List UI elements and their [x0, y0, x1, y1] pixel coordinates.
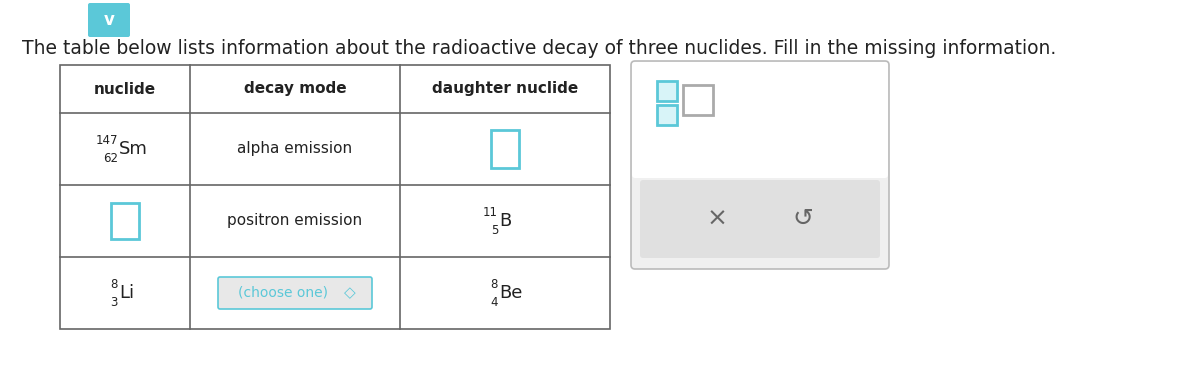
Text: B: B — [499, 212, 511, 230]
Bar — [658, 105, 677, 125]
Bar — [60, 65, 610, 329]
Text: 4: 4 — [491, 296, 498, 309]
Text: alpha emission: alpha emission — [238, 141, 353, 157]
Bar — [658, 81, 677, 101]
Text: Li: Li — [119, 284, 134, 302]
Text: daughter nuclide: daughter nuclide — [432, 81, 578, 97]
Bar — [683, 85, 713, 115]
Text: decay mode: decay mode — [244, 81, 347, 97]
FancyBboxPatch shape — [218, 277, 372, 309]
Text: 11: 11 — [482, 206, 498, 219]
Text: nuclide: nuclide — [94, 81, 156, 97]
Text: ◇: ◇ — [344, 285, 356, 301]
Text: 3: 3 — [110, 296, 118, 309]
Text: 8: 8 — [491, 277, 498, 290]
FancyBboxPatch shape — [88, 3, 130, 37]
Text: Sm: Sm — [119, 140, 148, 158]
Text: ×: × — [707, 207, 728, 231]
Text: 62: 62 — [103, 152, 118, 165]
Text: v: v — [103, 11, 114, 29]
Bar — [491, 130, 520, 168]
Text: 147: 147 — [96, 133, 118, 147]
Bar — [112, 203, 139, 239]
FancyBboxPatch shape — [640, 180, 880, 258]
Text: 5: 5 — [491, 223, 498, 236]
Text: (choose one): (choose one) — [238, 286, 328, 300]
Text: Be: Be — [499, 284, 522, 302]
Text: 8: 8 — [110, 277, 118, 290]
FancyBboxPatch shape — [631, 61, 889, 269]
FancyBboxPatch shape — [632, 62, 888, 178]
Text: positron emission: positron emission — [228, 214, 362, 228]
Text: ↺: ↺ — [792, 207, 814, 231]
Text: The table below lists information about the radioactive decay of three nuclides.: The table below lists information about … — [22, 39, 1056, 58]
